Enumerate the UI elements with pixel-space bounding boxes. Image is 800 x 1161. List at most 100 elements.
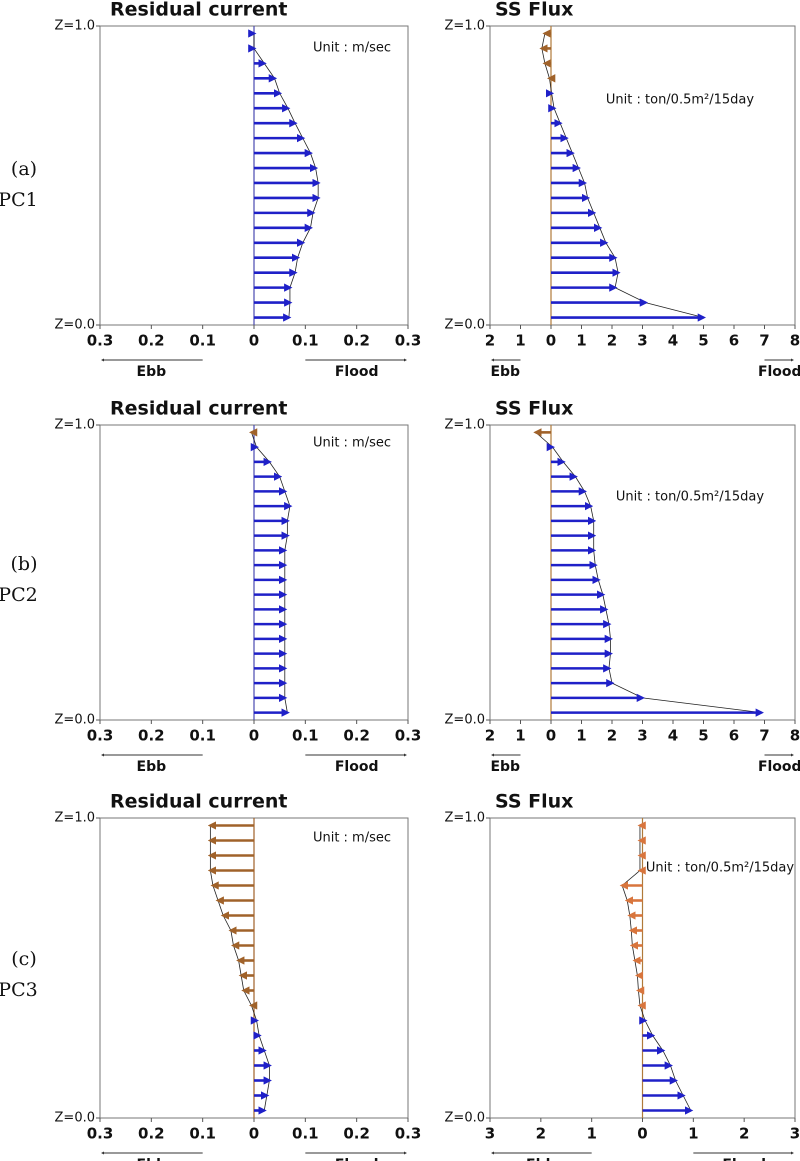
x-tick-label: 2 (536, 1125, 546, 1143)
panel-title: Residual current (110, 0, 287, 21)
x-tick-label: 8 (790, 727, 800, 745)
row-letter: (b) (11, 553, 38, 575)
ebb-label: Ebb (526, 1157, 556, 1161)
x-tick-label: 0.1 (292, 1125, 319, 1143)
flood-label: Flood (758, 364, 800, 380)
profile-line (541, 33, 704, 318)
ebb-label: Ebb (490, 364, 520, 380)
row-letter: (a) (11, 158, 37, 180)
x-tick-label: 0.2 (138, 332, 165, 350)
unit-annotation: Unit : ton/0.5m²/15day (616, 490, 764, 505)
x-tick-label: 0.2 (343, 332, 370, 350)
x-tick-label: 2 (739, 1125, 749, 1143)
unit-annotation: Unit : m/sec (313, 436, 391, 451)
y-tick-label: Z=1.0 (445, 418, 485, 433)
x-tick-label: 0.1 (189, 1125, 216, 1143)
x-tick-label: 0.1 (292, 332, 319, 350)
panel: SS Flux Unit : ton/0.5m²/15day Z=0.0 Z=1.0 2… (445, 398, 800, 776)
unit-annotation: Unit : ton/0.5m²/15day (606, 93, 754, 108)
panel-title: SS Flux (495, 0, 573, 21)
x-tick-label: 0 (249, 1125, 259, 1143)
x-tick-label: 3 (637, 727, 647, 745)
y-tick-label: Z=1.0 (55, 19, 95, 34)
flood-label: Flood (335, 364, 379, 380)
panel: Residual current Unit : m/sec Z=0.0 Z=1.0 0.… (55, 0, 422, 380)
x-tick-label: 7 (759, 332, 769, 350)
x-tick-label: 0.3 (87, 332, 114, 350)
y-tick-label: Z=1.0 (445, 19, 485, 34)
y-tick-label: Z=1.0 (55, 811, 95, 826)
x-tick-label: 0 (546, 332, 556, 350)
ebb-label: Ebb (137, 759, 167, 775)
x-tick-label: 6 (729, 727, 739, 745)
x-tick-label: 5 (698, 727, 708, 745)
x-tick-label: 2 (485, 332, 495, 350)
profile-line (251, 432, 291, 713)
x-tick-label: 0.3 (395, 1125, 422, 1143)
y-tick-label: Z=0.0 (445, 318, 485, 333)
y-tick-label: Z=0.0 (55, 713, 95, 728)
x-tick-label: 1 (688, 1125, 698, 1143)
x-tick-label: 0.1 (189, 727, 216, 745)
x-tick-label: 0.3 (395, 727, 422, 745)
panel-title: SS Flux (495, 791, 573, 813)
x-tick-label: 1 (576, 332, 586, 350)
x-tick-label: 3 (790, 1125, 800, 1143)
x-tick-label: 2 (607, 727, 617, 745)
y-tick-label: Z=0.0 (445, 1111, 485, 1126)
x-tick-label: 0.2 (138, 727, 165, 745)
x-tick-label: 0 (249, 332, 259, 350)
x-tick-label: 2 (485, 727, 495, 745)
x-tick-label: 1 (586, 1125, 596, 1143)
panel: Residual current Unit : m/sec Z=0.0 Z=1.0 0.… (55, 398, 422, 776)
ebb-label: Ebb (490, 759, 520, 775)
panel-title: SS Flux (495, 398, 573, 420)
flood-label: Flood (758, 759, 800, 775)
x-tick-label: 4 (668, 727, 678, 745)
x-tick-label: 7 (759, 727, 769, 745)
x-tick-label: 1 (515, 727, 525, 745)
ebb-label: Ebb (137, 1157, 167, 1161)
x-tick-label: 8 (790, 332, 800, 350)
ebb-label: Ebb (137, 364, 167, 380)
row-name: PC1 (0, 189, 38, 211)
x-tick-label: 0.2 (343, 1125, 370, 1143)
panel: Residual current Unit : m/sec Z=0.0 Z=1.0 0.… (55, 791, 422, 1161)
x-tick-label: 0 (249, 727, 259, 745)
flood-label: Flood (335, 1157, 379, 1161)
panel: SS Flux Unit : ton/0.5m²/15day Z=0.0 Z=1.0 3… (445, 791, 800, 1161)
y-tick-label: Z=0.0 (55, 1111, 95, 1126)
x-tick-label: 0.1 (189, 332, 216, 350)
x-tick-label: 0.3 (87, 1125, 114, 1143)
row-name: PC2 (0, 584, 38, 606)
plot-frame (489, 424, 796, 721)
x-tick-label: 2 (607, 332, 617, 350)
x-tick-label: 1 (515, 332, 525, 350)
profile-line (535, 432, 762, 714)
profile-line (253, 33, 319, 318)
unit-annotation: Unit : ton/0.5m²/15day (646, 861, 794, 876)
panel-title: Residual current (110, 791, 287, 813)
x-tick-label: 0 (637, 1125, 647, 1143)
row-name: PC3 (0, 979, 38, 1001)
plot-frame (489, 25, 796, 326)
y-tick-label: Z=0.0 (445, 713, 485, 728)
y-tick-label: Z=1.0 (445, 811, 485, 826)
panel-title: Residual current (110, 398, 287, 420)
y-tick-label: Z=1.0 (55, 418, 95, 433)
x-tick-label: 0.2 (138, 1125, 165, 1143)
x-tick-label: 0.1 (292, 727, 319, 745)
unit-annotation: Unit : m/sec (313, 41, 391, 56)
x-tick-label: 4 (668, 332, 678, 350)
x-tick-label: 0.3 (395, 332, 422, 350)
x-tick-label: 0.2 (343, 727, 370, 745)
x-tick-label: 1 (576, 727, 586, 745)
x-tick-label: 3 (485, 1125, 495, 1143)
unit-annotation: Unit : m/sec (313, 831, 391, 846)
profile-line (209, 825, 270, 1111)
flood-label: Flood (722, 1157, 766, 1161)
x-tick-label: 0 (546, 727, 556, 745)
x-tick-label: 6 (729, 332, 739, 350)
y-tick-label: Z=0.0 (55, 318, 95, 333)
